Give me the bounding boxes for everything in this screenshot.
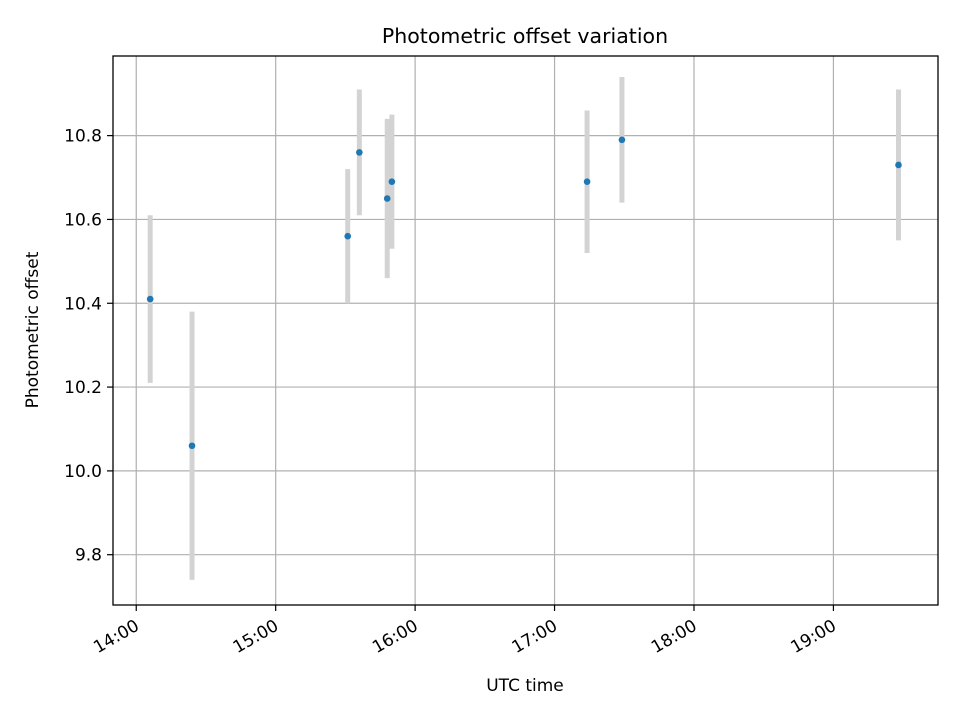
data-point <box>583 178 591 186</box>
plot-frame <box>112 55 939 606</box>
data-point <box>388 178 396 186</box>
data-point <box>344 232 352 240</box>
data-point <box>356 149 363 156</box>
x-axis-label: UTC time <box>486 676 564 696</box>
y-tick-label: 9.8 <box>75 546 102 566</box>
y-tick-label: 10.2 <box>64 378 102 398</box>
y-tick-label: 10.4 <box>64 294 102 314</box>
data-point <box>895 161 902 169</box>
data-points <box>146 136 902 450</box>
y-axis-label: Photometric offset <box>23 251 43 408</box>
data-point <box>146 295 154 303</box>
data-point <box>188 442 196 450</box>
grid <box>113 56 938 605</box>
chart-title: Photometric offset variation <box>382 24 668 48</box>
y-tick-label: 10.8 <box>64 127 102 147</box>
y-tick-label: 10.6 <box>64 210 102 230</box>
data-point <box>618 136 626 144</box>
y-axis-ticks: 9.8 10.0 10.2 10.4 10.6 10.8 <box>64 127 113 566</box>
data-point <box>383 195 391 202</box>
y-tick-label: 10.0 <box>64 462 102 482</box>
